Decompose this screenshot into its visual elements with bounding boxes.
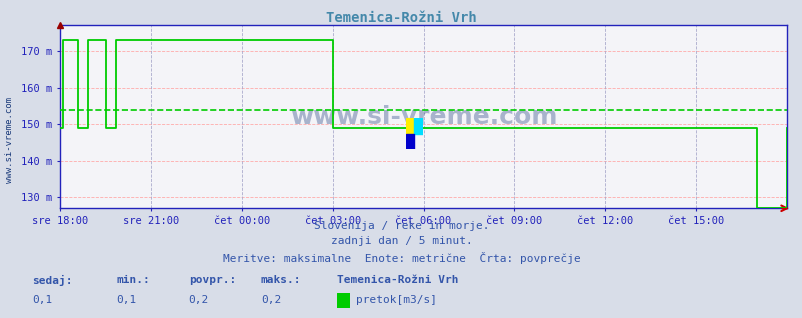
Text: www.si-vreme.com: www.si-vreme.com <box>5 97 14 183</box>
Text: 0,2: 0,2 <box>261 295 281 305</box>
Text: Meritve: maksimalne  Enote: metrične  Črta: povprečje: Meritve: maksimalne Enote: metrične Črta… <box>222 252 580 264</box>
Text: pretok[m3/s]: pretok[m3/s] <box>355 295 436 305</box>
Text: sedaj:: sedaj: <box>32 275 72 286</box>
Text: zadnji dan / 5 minut.: zadnji dan / 5 minut. <box>330 236 472 246</box>
Bar <box>405 118 414 134</box>
Bar <box>414 118 423 134</box>
Bar <box>405 134 414 149</box>
Text: 0,2: 0,2 <box>188 295 209 305</box>
Text: www.si-vreme.com: www.si-vreme.com <box>290 105 557 129</box>
Text: Temenica-Rožni Vrh: Temenica-Rožni Vrh <box>326 11 476 25</box>
Text: 0,1: 0,1 <box>32 295 52 305</box>
Text: povpr.:: povpr.: <box>188 275 236 285</box>
Text: maks.:: maks.: <box>261 275 301 285</box>
Text: 0,1: 0,1 <box>116 295 136 305</box>
Text: min.:: min.: <box>116 275 150 285</box>
Text: Slovenija / reke in morje.: Slovenija / reke in morje. <box>314 221 488 231</box>
Text: Temenica-Rožni Vrh: Temenica-Rožni Vrh <box>337 275 458 285</box>
